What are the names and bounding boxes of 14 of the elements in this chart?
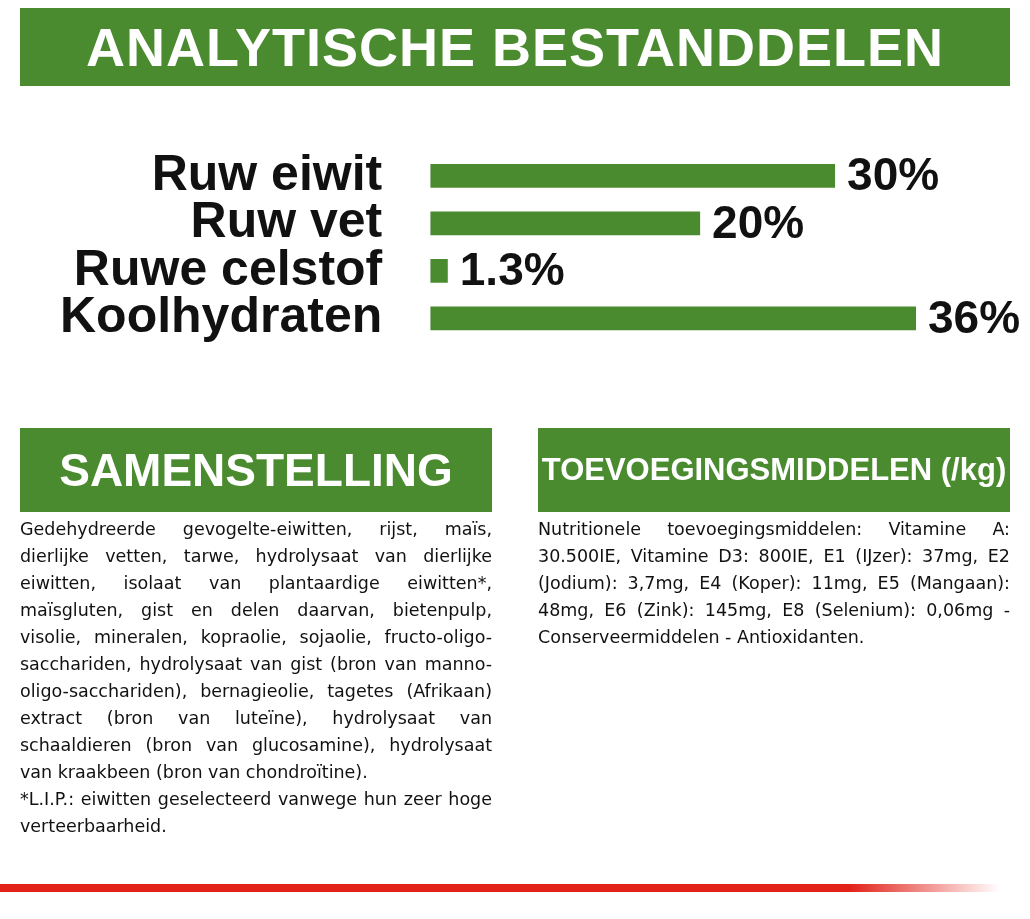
data-label: 36% xyxy=(928,290,1021,343)
chart-title: ANALYTISCHE BESTANDDELEN xyxy=(20,8,1010,86)
text: Nutritionele toevoegingsmiddelen: Vitamine A: 30.500IE, Vitamine D3: 800IE, E1 (IJzer): 37mg, E2 (Jodium): 3,7mg, E4 (Koper): 11mg, E5 (Mangaan): 48mg, E6 (Zink): 145mg, E8 (Selenium): 0,06mg - Conserveermiddelen - Antioxidanten. xyxy=(538,518,1010,649)
text: TOEVOEGINGSMIDDELEN (/kg) xyxy=(538,428,1010,512)
bar xyxy=(430,163,836,188)
data-label: 30% xyxy=(847,148,940,201)
data-label: 1.3% xyxy=(459,243,565,296)
text: SAMENSTELLING xyxy=(20,428,492,512)
bar xyxy=(430,306,917,331)
text: Gedehydreerde gevogelte-eiwitten, rijst, maïs, dierlijke vetten, tarwe, hydrolysaat van dierlijke eiwitten, isolaat van plantaardige eiwitten*, maïsgluten, gist en delen daarvan, bietenpulp, visolie, mineralen, kopraolie, sojaolie, fructo-oligo-sacchariden, hydrolysaat van gist (bron van manno-oligo-sacchariden), bernagieolie, tagetes (Afrikaan) extract (bron van luteïne), hydrolysaat van schaaldieren (bron van glucosamine), hydrolysaat van kraakbeen (bron van chondroïtine). xyxy=(20,519,492,782)
bar xyxy=(430,258,448,283)
text: *L.I.P.: eiwitten geselecteerd vanwege hun zeer hoge verteerbaarheid. xyxy=(20,788,492,838)
data-label: 20% xyxy=(712,195,805,248)
bar xyxy=(430,211,701,236)
